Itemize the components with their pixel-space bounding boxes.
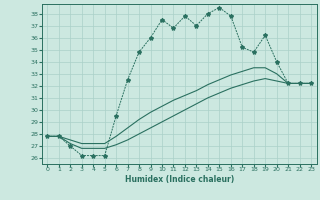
- X-axis label: Humidex (Indice chaleur): Humidex (Indice chaleur): [124, 175, 234, 184]
